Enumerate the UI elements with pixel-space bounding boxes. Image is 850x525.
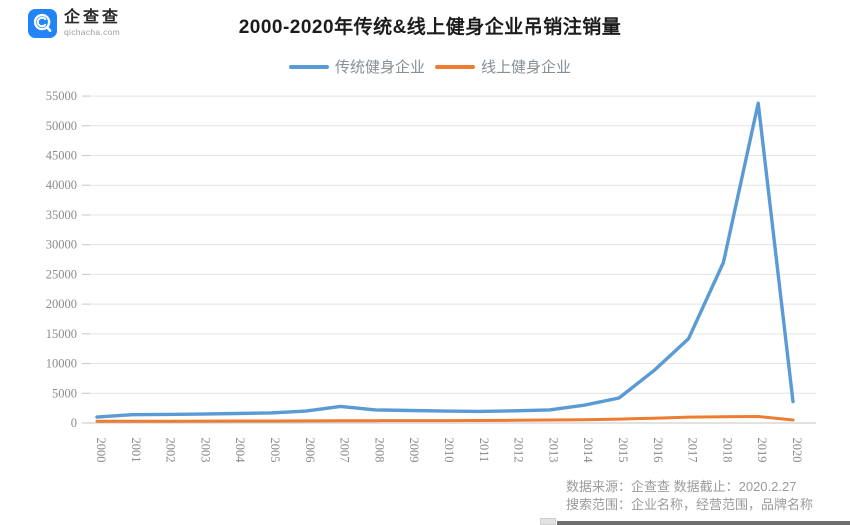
x-axis-tick-label: 2008 xyxy=(372,438,386,463)
x-axis-tick-label: 2015 xyxy=(616,438,630,463)
y-axis-tick-label: 20000 xyxy=(46,297,77,311)
y-axis-tick-label: 40000 xyxy=(46,178,77,192)
y-axis-tick-label: 35000 xyxy=(46,208,77,222)
x-axis-tick-label: 2005 xyxy=(268,438,282,463)
legend-item-traditional[interactable]: 传统健身企业 xyxy=(288,56,425,77)
x-axis-tick-label: 2020 xyxy=(790,438,804,463)
y-axis-tick-label: 45000 xyxy=(46,149,77,163)
footer-source-line: 数据来源：企查查 数据截止：2020.2.27 xyxy=(566,479,797,494)
y-axis-tick-label: 0 xyxy=(71,416,77,430)
brand-name: 企查查 xyxy=(64,9,122,26)
y-axis-tick-label: 5000 xyxy=(52,386,77,400)
legend-item-online[interactable]: 线上健身企业 xyxy=(435,56,571,77)
x-axis-tick-label: 2011 xyxy=(477,438,491,463)
footer-scope-line: 搜索范围：企业名称，经营范围，品牌名称 xyxy=(566,497,814,512)
bottom-corner-box xyxy=(540,518,556,525)
y-axis-tick-label: 30000 xyxy=(46,238,77,252)
chart-footnotes: 数据来源：企查查 数据截止：2020.2.27 搜索范围：企业名称，经营范围，品… xyxy=(566,478,813,514)
series-line-traditional xyxy=(95,101,795,419)
legend-swatch-online xyxy=(435,64,475,69)
y-axis-tick-label: 25000 xyxy=(46,267,77,281)
x-axis-tick-label: 2019 xyxy=(755,438,769,463)
x-axis-tick-label: 2018 xyxy=(720,438,734,463)
x-axis-tick-label: 2016 xyxy=(651,438,665,463)
legend-swatch-traditional xyxy=(288,64,329,69)
x-axis-tick-label: 2012 xyxy=(512,438,526,463)
legend-label-traditional: 传统健身企业 xyxy=(334,60,425,76)
x-axis-tick-label: 2009 xyxy=(407,438,421,463)
x-axis-tick-label: 2001 xyxy=(129,438,143,463)
y-axis-tick-label: 50000 xyxy=(46,119,77,133)
x-axis-tick-label: 2000 xyxy=(94,438,108,463)
x-axis-tick-label: 2004 xyxy=(233,438,247,464)
x-axis-tick-label: 2017 xyxy=(686,438,700,463)
y-axis-tick-label: 10000 xyxy=(46,357,77,371)
x-axis-tick-label: 2010 xyxy=(442,438,456,463)
x-axis-tick-label: 2006 xyxy=(303,438,317,463)
x-axis-tick-label: 2007 xyxy=(338,438,352,463)
x-axis-tick-label: 2002 xyxy=(164,438,178,463)
legend-label-online: 线上健身企业 xyxy=(481,60,572,76)
page-title: 2000-2020年传统&线上健身企业吊销注销量 xyxy=(238,17,622,38)
brand-domain: qichacha.com xyxy=(64,27,121,37)
y-axis-tick-label: 55000 xyxy=(46,89,77,103)
bottom-divider-bar xyxy=(557,521,850,525)
qichacha-logo-icon xyxy=(28,9,57,38)
brand-logo: 企查查 qichacha.com xyxy=(28,9,121,38)
series-line-online xyxy=(95,415,795,423)
y-axis-tick-label: 15000 xyxy=(46,327,77,341)
x-axis-tick-label: 2014 xyxy=(581,438,595,464)
x-axis-tick-label: 2013 xyxy=(546,438,560,463)
chart-legend: 传统健身企业 线上健身企业 xyxy=(288,56,571,77)
x-axis-tick-label: 2003 xyxy=(198,438,212,463)
